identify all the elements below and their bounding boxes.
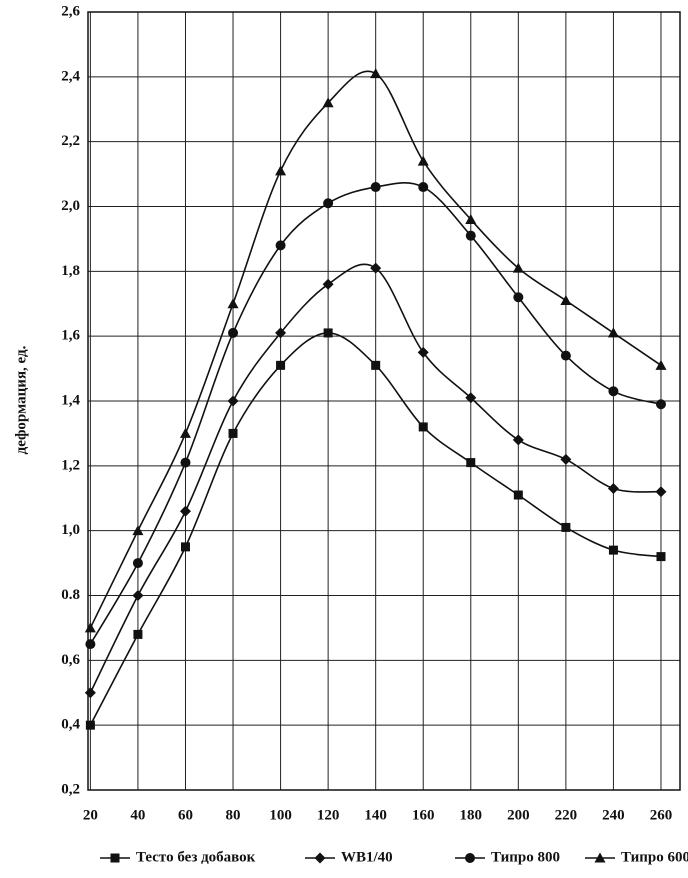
marker — [86, 721, 95, 730]
marker — [180, 428, 191, 438]
marker — [315, 853, 326, 864]
marker — [514, 491, 523, 500]
marker — [133, 630, 142, 639]
marker — [324, 328, 333, 337]
legend-label: Типро 800 — [491, 849, 560, 865]
y-tick-label: 2,6 — [61, 3, 80, 19]
y-tick-label: 0,2 — [61, 781, 80, 797]
y-tick-label: 2,4 — [61, 68, 80, 84]
x-tick-label: 180 — [460, 807, 483, 823]
marker — [656, 399, 666, 409]
marker — [323, 198, 333, 208]
x-tick-label: 80 — [226, 807, 241, 823]
y-tick-label: 1,2 — [61, 457, 80, 473]
y-tick-label: 2,2 — [61, 133, 80, 149]
y-tick-label: 1,0 — [61, 522, 80, 538]
marker — [513, 292, 523, 302]
marker — [419, 422, 428, 431]
marker — [275, 165, 286, 175]
marker — [85, 687, 96, 698]
x-tick-label: 200 — [507, 807, 530, 823]
y-axis-label: деформация, ед. — [13, 345, 29, 454]
legend-item: Тесто без добавок — [100, 849, 256, 865]
marker — [111, 854, 120, 863]
y-tick-label: 2,0 — [61, 198, 80, 214]
marker — [418, 182, 428, 192]
marker — [85, 639, 95, 649]
x-tick-label: 260 — [650, 807, 673, 823]
marker — [655, 360, 666, 370]
marker — [561, 523, 570, 532]
legend-label: Типро 600 — [621, 849, 688, 865]
marker — [608, 386, 618, 396]
marker — [418, 156, 429, 166]
marker — [465, 853, 475, 863]
marker — [371, 361, 380, 370]
y-tick-label: 1,6 — [61, 328, 80, 344]
legend-label: Тесто без добавок — [136, 849, 256, 865]
legend-label: WB1/40 — [341, 849, 393, 865]
marker — [560, 295, 571, 305]
x-tick-label: 120 — [317, 807, 340, 823]
marker — [561, 351, 571, 361]
x-tick-label: 20 — [83, 807, 98, 823]
marker — [608, 483, 619, 494]
marker — [228, 396, 239, 407]
marker — [656, 552, 665, 561]
marker — [276, 361, 285, 370]
marker — [370, 68, 381, 78]
marker — [371, 182, 381, 192]
x-tick-label: 60 — [178, 807, 193, 823]
marker — [323, 279, 334, 290]
y-tick-label: 0.8 — [61, 587, 80, 603]
marker — [229, 429, 238, 438]
marker — [180, 506, 191, 517]
marker — [132, 590, 143, 601]
marker — [276, 240, 286, 250]
y-tick-label: 1,4 — [61, 392, 80, 408]
x-tick-label: 140 — [364, 807, 387, 823]
marker — [609, 546, 618, 555]
marker — [133, 558, 143, 568]
marker — [85, 622, 96, 632]
marker — [466, 458, 475, 467]
marker — [655, 486, 666, 497]
x-tick-label: 240 — [602, 807, 625, 823]
chart: деформация, ед. 0,2 0,4 0,6 0.8 1,0 1,2 1,4 1,6… — [0, 0, 688, 878]
marker — [181, 542, 190, 551]
marker — [560, 454, 571, 465]
y-tick-label: 0,4 — [61, 717, 80, 733]
marker — [608, 327, 619, 337]
x-tick-label: 220 — [555, 807, 578, 823]
x-tick-label: 40 — [130, 807, 145, 823]
marker — [466, 231, 476, 241]
marker — [228, 328, 238, 338]
marker — [228, 298, 239, 308]
y-tick-label: 0,6 — [61, 652, 80, 668]
marker — [180, 458, 190, 468]
x-tick-label: 160 — [412, 807, 435, 823]
x-tick-label: 100 — [269, 807, 292, 823]
y-tick-label: 1,8 — [61, 263, 80, 279]
marker — [513, 434, 524, 445]
